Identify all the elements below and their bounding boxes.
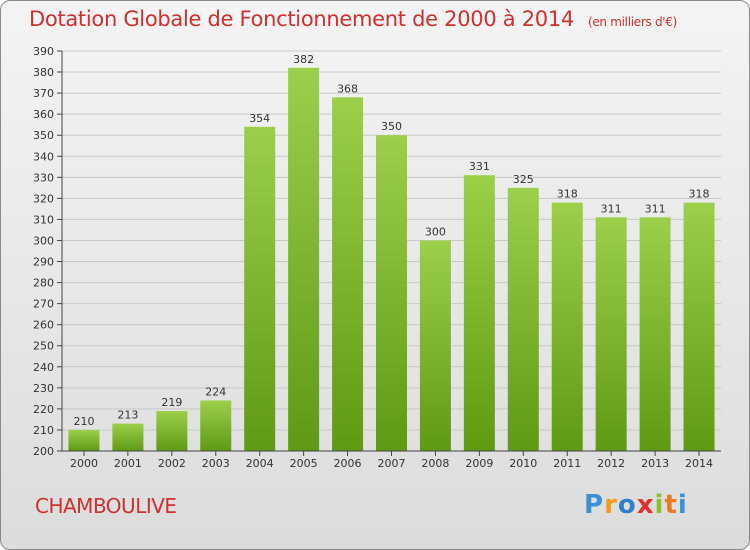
bar [68,429,100,451]
y-tick-label: 200 [33,445,54,458]
x-tick-label: 2005 [290,457,318,470]
bar [463,175,495,452]
data-label: 325 [513,173,534,186]
y-tick-label: 240 [33,361,54,374]
y-tick-label: 350 [33,129,54,142]
logo-letter: i [654,490,665,520]
y-tick-label: 300 [33,234,54,247]
y-tick-label: 390 [33,45,54,58]
logo-letter: t [664,490,678,520]
x-tick-label: 2011 [553,457,581,470]
data-label: 318 [689,188,710,201]
bar [156,411,188,451]
x-tick-label: 2010 [509,457,537,470]
data-label: 350 [381,120,402,133]
chart-title-text: Dotation Globale de Fonctionnement de 20… [29,7,574,31]
bar [639,217,671,451]
y-tick-label: 370 [33,87,54,100]
bar [551,202,583,451]
chart-unit-label: (en milliers d'€) [587,15,677,29]
data-label: 311 [645,202,666,215]
x-tick-label: 2001 [114,457,142,470]
x-tick-label: 2003 [202,457,230,470]
y-tick-label: 210 [33,424,54,437]
y-tick-label: 380 [33,66,54,79]
y-tick-label: 270 [33,298,54,311]
logo-letter: x [636,490,655,520]
bar [419,240,451,451]
y-tick-label: 360 [33,108,54,121]
data-label: 331 [469,160,490,173]
data-label: 300 [425,225,446,238]
bar [112,423,144,451]
data-label: 354 [249,112,270,125]
y-tick-label: 280 [33,277,54,290]
data-label: 219 [161,396,182,409]
logo-letter: o [617,490,637,520]
y-tick-label: 340 [33,150,54,163]
y-tick-label: 320 [33,192,54,205]
logo-letter: r [604,490,618,520]
data-label: 210 [73,415,94,428]
data-label: 224 [205,385,226,398]
data-label: 311 [601,202,622,215]
data-label: 368 [337,82,358,95]
proxiti-logo: Proxiti [584,490,688,520]
logo-letter: P [584,490,605,520]
y-tick-label: 310 [33,213,54,226]
y-tick-label: 230 [33,382,54,395]
x-tick-label: 2012 [597,457,625,470]
bar [332,97,364,451]
x-tick-label: 2007 [378,457,406,470]
y-tick-label: 250 [33,340,54,353]
chart-title: Dotation Globale de Fonctionnement de 20… [29,7,677,31]
logo-letter: i [677,490,688,520]
bar [683,202,715,451]
x-tick-label: 2000 [70,457,98,470]
y-tick-label: 260 [33,319,54,332]
x-tick-label: 2002 [158,457,186,470]
x-tick-label: 2014 [685,457,713,470]
bar [376,135,407,452]
bar [507,187,539,451]
y-tick-label: 290 [33,256,54,269]
x-tick-label: 2013 [641,457,669,470]
x-tick-label: 2008 [421,457,449,470]
bar [244,126,276,451]
y-tick-label: 220 [33,403,54,416]
x-tick-label: 2004 [246,457,274,470]
x-tick-label: 2009 [465,457,493,470]
bar [200,400,232,451]
x-tick-label: 2006 [334,457,362,470]
commune-name: CHAMBOULIVE [35,494,177,518]
data-label: 213 [117,409,138,422]
bars: 210 213 219 224 354 382 368 350 300 331 325 318 311 3… [68,53,715,452]
axes: 200 210 220 230 240 250 260 270 280 290 300 310 320 3… [33,45,721,470]
bar [288,67,320,451]
data-label: 318 [557,188,578,201]
bar [595,217,627,451]
data-label: 382 [293,53,314,66]
y-tick-label: 330 [33,171,54,184]
